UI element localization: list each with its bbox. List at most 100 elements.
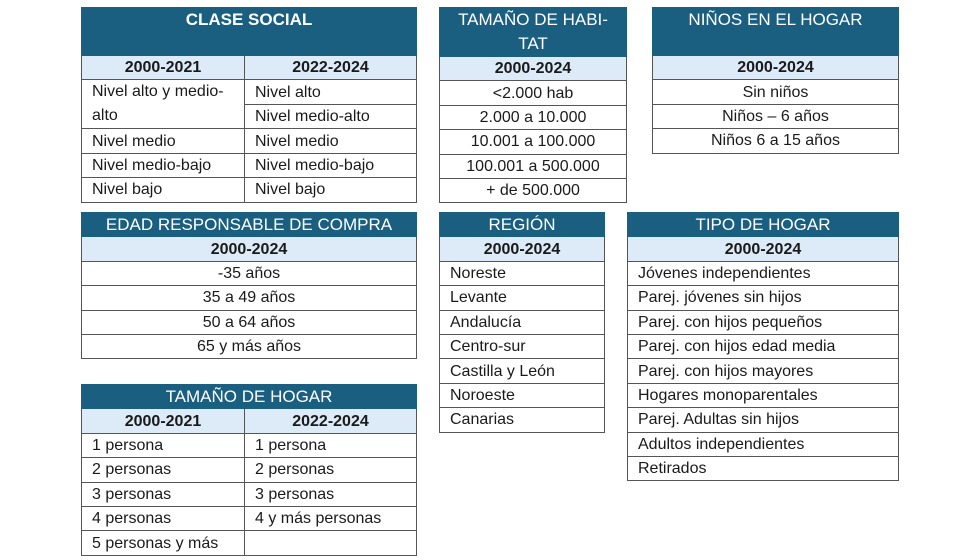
table-row: 4 personas 4 y más personas [81,505,417,532]
table-cell: Canarias [439,407,605,433]
table-title: REGIÓN [439,211,605,238]
table-row: Canarias [439,407,605,433]
table-row: Niños – 6 años [652,103,899,130]
table-cell: 1 persona [81,432,245,459]
tipo-hogar-table: TIPO DE HOGAR 2000-2024 Jóvenes independie… [627,211,899,482]
table-cell: Noreste [439,260,605,287]
table-row: 65 y más años [81,333,417,360]
table-cell: Nivel alto y medio-alto [81,79,245,130]
table-cell: Jóvenes independientes [627,260,899,287]
column-header: 2000-2024 [81,236,417,262]
table-row: Centro-sur [439,333,605,360]
table-title: TIPO DE HOGAR [627,211,899,238]
table-cell: 100.001 a 500.000 [439,153,627,179]
table-row: Retirados [627,455,899,482]
table-row: 35 a 49 años [81,285,417,311]
tamano-habitat-table: TAMAÑO DE HABI-TAT 2000-2024 <2.000 hab 2.0… [439,7,627,204]
table-title: CLASE SOCIAL [81,7,417,56]
table-cell: Andalucía [439,309,605,335]
table-row: <2.000 hab [439,80,627,106]
table-cell: Hogares monoparentales [627,382,899,409]
edad-responsable-table: EDAD RESPONSABLE DE COMPRA 2000-2024 -35 a… [81,211,417,360]
region-table: REGIÓN 2000-2024 Noreste Levante Andalucía Ce… [439,211,605,433]
table-cell: Parej. con hijos pequeños [627,309,899,335]
table-cell: Levante [439,285,605,311]
table-row: 5 personas y más [81,530,417,556]
table-cell: 5 personas y más [81,530,245,556]
table-row: Niños 6 a 15 años [652,128,899,154]
table-row: 10.001 a 100.000 [439,129,627,155]
table-cell: Niños – 6 años [652,103,899,130]
table-cell: Castilla y León [439,358,605,384]
column-header: 2000-2024 [439,55,627,82]
table-row: Parej. jóvenes sin hijos [627,285,899,311]
table-row: Parej. con hijos pequeños [627,309,899,335]
table-cell: Parej. jóvenes sin hijos [627,285,899,311]
table-row: Hogares monoparentales [627,382,899,409]
ninos-hogar-table: NIÑOS EN EL HOGAR 2000-2024 Sin niños Niños… [652,7,899,154]
table-cell: Parej. con hijos edad media [627,333,899,360]
table-row: Levante [439,285,605,311]
table-cell: -35 años [81,260,417,287]
table-cell: Nivel medio-bajo [81,152,245,179]
table-row: Noreste [439,260,605,287]
table-cell: 2 personas [244,457,417,483]
table-cell: 50 a 64 años [81,309,417,335]
table-title: TAMAÑO DE HABI-TAT [439,7,627,57]
table-row: 50 a 64 años [81,309,417,335]
table-row: Parej. con hijos edad media [627,333,899,360]
table-title: NIÑOS EN EL HOGAR [652,7,899,56]
table-row: Parej. con hijos mayores [627,358,899,384]
column-header: 2000-2024 [627,236,899,262]
table-cell: Niños 6 a 15 años [652,128,899,154]
table-cell [244,530,417,556]
column-header: 2000-2024 [652,54,899,81]
table-cell: 2 personas [81,457,245,483]
table-row: 1 persona 1 persona [81,432,417,459]
table-cell: 4 y más personas [244,505,417,532]
table-row: Jóvenes independientes [627,260,899,287]
table-row: Parej. Adultas sin hijos [627,407,899,433]
table-cell: Nivel bajo [81,177,245,203]
table-row: Castilla y León [439,358,605,384]
table-cell: 4 personas [81,505,245,532]
table-cell: <2.000 hab [439,80,627,106]
table-cell: Nivel medio [81,128,245,154]
table-cell: 35 a 49 años [81,285,417,311]
table-row: Adultos independientes [627,431,899,457]
table-cell: Nivel medio-bajo [244,152,417,179]
table-cell: Nivel bajo [244,177,417,203]
table-cell: Sin niños [652,79,899,105]
column-header: 2000-2024 [439,236,605,262]
table-row: + de 500.000 [439,177,627,204]
table-row: 2 personas 2 personas [81,457,417,483]
table-cell: 2.000 a 10.000 [439,104,627,131]
table-cell: Centro-sur [439,333,605,360]
table-row: Noroeste [439,382,605,409]
column-header: 2022-2024 [244,408,417,434]
table-cell: Nivel medio [244,128,417,154]
column-header: 2000-2021 [81,408,245,434]
table-cell: 1 persona [244,432,417,459]
table-cell: Adultos independientes [627,431,899,457]
column-header: 2022-2024 [244,54,417,81]
table-row: -35 años [81,260,417,287]
table-cell: Parej. Adultas sin hijos [627,407,899,433]
clase-social-table: CLASE SOCIAL 2000-2021 2022-2024 Nivel al… [81,7,417,203]
tamano-hogar-table: TAMAÑO DE HOGAR 2000-2021 2022-2024 1 per… [81,383,417,556]
table-row: Andalucía [439,309,605,335]
table-cell: Nivel alto [244,79,417,105]
table-cell: Retirados [627,455,899,482]
table-row: 100.001 a 500.000 [439,153,627,179]
table-cell: 3 personas [244,481,417,507]
table-title: TAMAÑO DE HOGAR [81,383,417,410]
table-cell: Nivel medio-alto [244,103,417,130]
table-cell: 65 y más años [81,333,417,360]
table-row: 2.000 a 10.000 [439,104,627,131]
table-cell: Parej. con hijos mayores [627,358,899,384]
table-title: EDAD RESPONSABLE DE COMPRA [81,211,417,238]
table-cell: 10.001 a 100.000 [439,129,627,155]
table-row: Sin niños [652,79,899,105]
column-header: 2000-2021 [81,54,245,81]
table-cell: Noroeste [439,382,605,409]
